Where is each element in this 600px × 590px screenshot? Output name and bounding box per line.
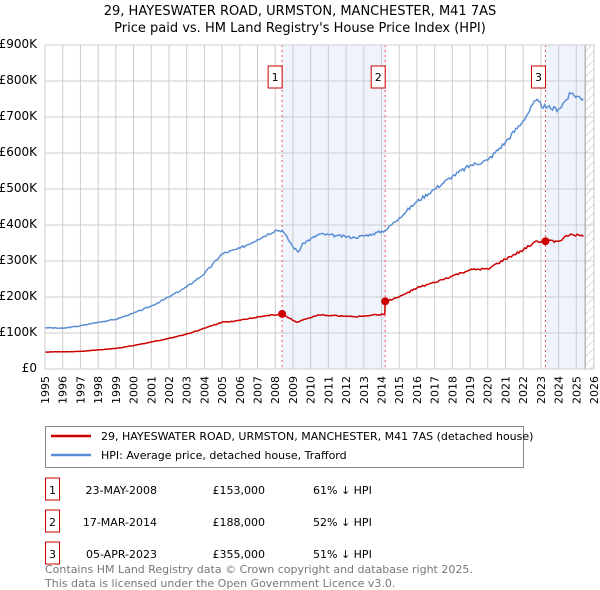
x-tick-label: 2019 <box>464 376 477 404</box>
x-tick-label: 2018 <box>446 376 459 404</box>
sale-label-box <box>267 65 283 89</box>
y-tick-label: £700K <box>0 109 38 123</box>
shaded-range <box>282 45 386 369</box>
sale-date: 05-APR-2023 <box>86 548 157 561</box>
sale-price: £153,000 <box>213 484 266 497</box>
x-tick-label: 2024 <box>553 376 566 404</box>
sale-hpi-diff: 52% ↓ HPI <box>313 516 372 529</box>
x-tick-label: 2023 <box>535 376 548 404</box>
sales-table-row: 3 05-APR-2023 £355,000 51% ↓ HPI <box>45 541 372 565</box>
plot-border <box>44 44 595 370</box>
sale-point <box>381 297 390 306</box>
legend-label-hpi: HPI: Average price, detached house, Traf… <box>101 449 347 462</box>
sale-number-box <box>45 509 60 533</box>
x-tick-label: 2010 <box>305 376 318 404</box>
x-tick-label: 2004 <box>198 376 211 404</box>
sale-number: 3 <box>49 548 56 561</box>
x-tick-label: 1999 <box>110 376 123 404</box>
sale-point <box>541 237 550 246</box>
x-tick-label: 2012 <box>340 376 353 404</box>
y-tick-label: £0 <box>22 361 37 375</box>
y-tick-label: £400K <box>0 217 38 231</box>
x-tick-label: 1998 <box>92 376 105 404</box>
x-tick-label: 1996 <box>57 376 70 404</box>
x-tick-label: 2017 <box>429 376 442 404</box>
sales-table-row: 1 23-MAY-2008 £153,000 61% ↓ HPI <box>45 477 372 501</box>
forecast-hatch <box>585 45 594 369</box>
sale-label: 3 <box>535 71 542 84</box>
x-tick-label: 2011 <box>322 376 335 404</box>
sale-label-box <box>370 65 386 89</box>
y-tick-label: £600K <box>0 145 38 159</box>
x-tick-label: 2021 <box>499 376 512 404</box>
x-tick-label: 2015 <box>393 376 406 404</box>
sale-label: 1 <box>272 71 279 84</box>
y-tick-label: £500K <box>0 181 38 195</box>
property-line <box>44 233 584 353</box>
sale-number: 2 <box>49 516 56 529</box>
sale-hpi-diff: 61% ↓ HPI <box>313 484 372 497</box>
chart-title: 29, HAYESWATER ROAD, URMSTON, MANCHESTER… <box>104 4 497 19</box>
sale-price: £355,000 <box>213 548 266 561</box>
legend-label-property: 29, HAYESWATER ROAD, URMSTON, MANCHESTER… <box>101 430 533 443</box>
sale-label: 2 <box>375 71 382 84</box>
y-tick-label: £200K <box>0 289 38 303</box>
footer-line-2: This data is licensed under the Open Gov… <box>44 577 395 590</box>
y-tick-label: £800K <box>0 73 38 87</box>
x-tick-label: 2005 <box>216 376 229 404</box>
sale-date: 17-MAR-2014 <box>83 516 157 529</box>
x-tick-label: 2025 <box>570 376 583 404</box>
sale-number-box <box>45 477 60 501</box>
x-tick-label: 2000 <box>128 376 141 404</box>
y-tick-label: £100K <box>0 325 38 339</box>
hpi-line <box>44 91 584 330</box>
x-tick-label: 2001 <box>145 376 158 404</box>
x-tick-label: 1995 <box>39 376 52 404</box>
x-tick-label: 2009 <box>287 376 300 404</box>
shaded-range <box>545 45 586 369</box>
x-tick-label: 2013 <box>358 376 371 404</box>
chart-subtitle: Price paid vs. HM Land Registry's House … <box>114 21 486 36</box>
x-tick-label: 2016 <box>411 376 424 404</box>
x-tick-label: 2026 <box>588 376 600 404</box>
sale-price: £188,000 <box>213 516 266 529</box>
y-tick-label: £300K <box>0 253 38 267</box>
x-tick-label: 1997 <box>74 376 87 404</box>
x-tick-label: 2006 <box>234 376 247 404</box>
sale-number: 1 <box>49 484 56 497</box>
sale-label-box <box>530 65 546 89</box>
y-tick-label: £900K <box>0 37 38 51</box>
x-tick-label: 2003 <box>181 376 194 404</box>
sales-table-row: 2 17-MAR-2014 £188,000 52% ↓ HPI <box>45 509 372 533</box>
x-tick-label: 2022 <box>517 376 530 404</box>
x-tick-label: 2007 <box>252 376 265 404</box>
footer-line-1: Contains HM Land Registry data © Crown c… <box>45 563 473 576</box>
sale-hpi-diff: 51% ↓ HPI <box>313 548 372 561</box>
legend: 29, HAYESWATER ROAD, URMSTON, MANCHESTER… <box>45 426 533 468</box>
x-tick-label: 2002 <box>163 376 176 404</box>
x-tick-label: 2020 <box>482 376 495 404</box>
x-tick-label: 2014 <box>375 376 388 404</box>
sale-point <box>278 309 287 318</box>
sales-table: 1 23-MAY-2008 £153,000 61% ↓ HPI 2 17-MAR-201… <box>45 477 372 565</box>
sale-number-box <box>45 541 60 565</box>
sale-date: 23-MAY-2008 <box>85 484 157 497</box>
x-tick-label: 2008 <box>269 376 282 404</box>
